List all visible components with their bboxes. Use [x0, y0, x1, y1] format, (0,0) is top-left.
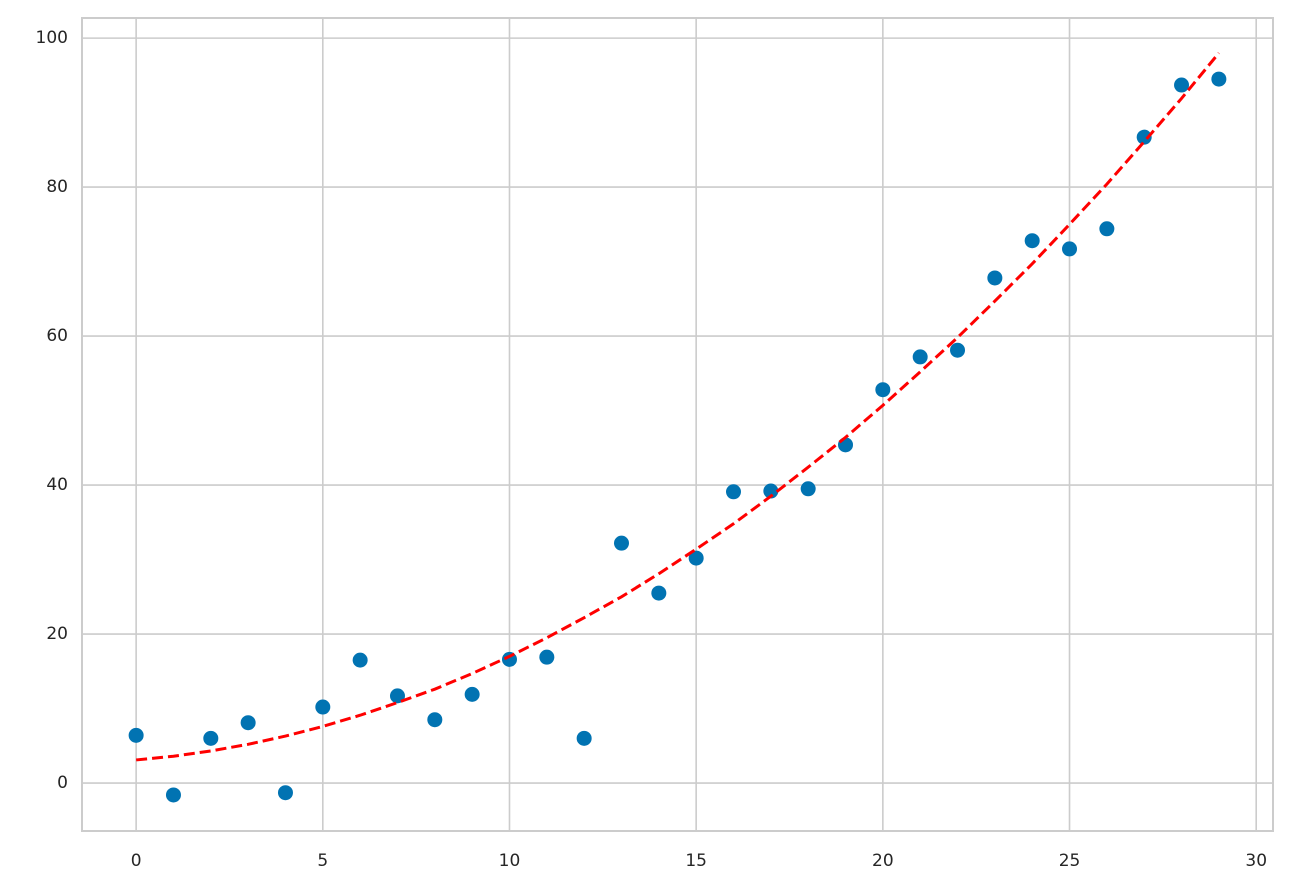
- data-point: [726, 484, 742, 500]
- data-point: [539, 649, 555, 665]
- y-tick-label: 60: [46, 326, 68, 346]
- data-point: [203, 730, 219, 746]
- x-tick-label: 5: [317, 851, 328, 871]
- data-point: [838, 437, 854, 453]
- data-point: [763, 483, 779, 499]
- x-tick-label: 15: [685, 851, 707, 871]
- data-point: [277, 785, 293, 801]
- x-tick-label: 0: [131, 851, 142, 871]
- fit-line: [135, 52, 1221, 762]
- x-tick-label: 20: [872, 851, 894, 871]
- x-tick-label: 30: [1245, 851, 1267, 871]
- data-point: [651, 585, 667, 601]
- data-point: [1099, 221, 1115, 237]
- data-point: [1174, 77, 1190, 93]
- data-point: [1211, 71, 1227, 87]
- data-point: [1062, 241, 1078, 257]
- data-point: [875, 382, 891, 398]
- x-tick-label: 25: [1059, 851, 1081, 871]
- data-point: [240, 715, 256, 731]
- data-point: [389, 688, 405, 704]
- data-point: [987, 270, 1003, 286]
- plot-frame: [81, 17, 1274, 832]
- data-point: [1024, 233, 1040, 249]
- y-tick-label: 100: [36, 28, 68, 48]
- data-point: [688, 550, 704, 566]
- y-tick-label: 40: [46, 475, 68, 495]
- data-point: [165, 787, 181, 803]
- data-point: [1136, 129, 1152, 145]
- data-point: [950, 342, 966, 358]
- data-point: [912, 349, 928, 365]
- y-tick-label: 80: [46, 177, 68, 197]
- data-point: [315, 699, 331, 715]
- data-point: [128, 727, 144, 743]
- data-point: [800, 481, 816, 497]
- y-tick-label: 0: [57, 773, 68, 793]
- data-point: [427, 712, 443, 728]
- x-tick-label: 10: [499, 851, 521, 871]
- data-point: [464, 686, 480, 702]
- data-point: [613, 535, 629, 551]
- data-point: [576, 730, 592, 746]
- data-point: [352, 652, 368, 668]
- data-point: [501, 651, 517, 667]
- y-tick-label: 20: [46, 624, 68, 644]
